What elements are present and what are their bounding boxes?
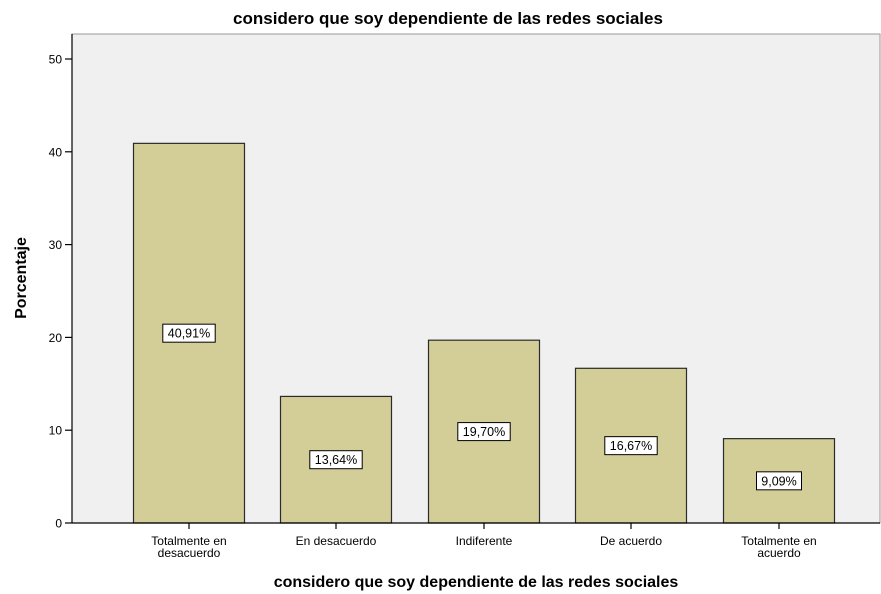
data-label-text: 13,64%	[315, 453, 357, 467]
x-category-label: Totalmente en acuerdo	[741, 534, 816, 560]
y-tick-label: 30	[49, 238, 63, 252]
x-category-label: De acuerdo	[600, 534, 662, 548]
data-label: 13,64%	[309, 450, 363, 470]
x-category-label: Indiferente	[456, 534, 513, 548]
data-label: 19,70%	[457, 422, 511, 442]
data-label-box	[756, 471, 802, 491]
data-label-box	[309, 450, 363, 470]
y-axis-ticks: 0 10 20 30 40 50	[49, 53, 72, 531]
data-label-text: 19,70%	[463, 425, 505, 439]
data-labels-layer: 40,91% 13,64% 19,70% 16,67% 9,09%	[162, 323, 802, 491]
y-tick-label: 20	[49, 331, 63, 345]
data-label: 9,09%	[756, 471, 802, 491]
data-label-box	[604, 436, 658, 456]
x-axis-label: considero que soy dependiente de las red…	[274, 574, 679, 591]
data-label-box	[162, 323, 216, 343]
x-axis-categories: Totalmente en desacuerdo En desacuerdo Indi…	[151, 523, 817, 560]
bars-layer	[132, 142, 836, 524]
y-tick-label: 10	[49, 424, 63, 438]
x-category-label: Totalmente en desacuerdo	[151, 534, 226, 560]
x-category-label: En desacuerdo	[296, 534, 377, 548]
y-tick-label: 40	[49, 145, 63, 159]
y-tick-label: 0	[55, 517, 62, 531]
data-label-text: 16,67%	[610, 439, 652, 453]
data-label: 40,91%	[162, 323, 216, 343]
data-label-text: 40,91%	[168, 327, 210, 341]
y-tick-label: 50	[49, 53, 63, 67]
data-label: 16,67%	[604, 436, 658, 456]
y-axis-label: Porcentaje	[13, 237, 30, 319]
chart-title: considero que soy dependiente de las red…	[233, 9, 663, 28]
data-label-box	[457, 422, 511, 442]
data-label-text: 9,09%	[761, 474, 796, 488]
